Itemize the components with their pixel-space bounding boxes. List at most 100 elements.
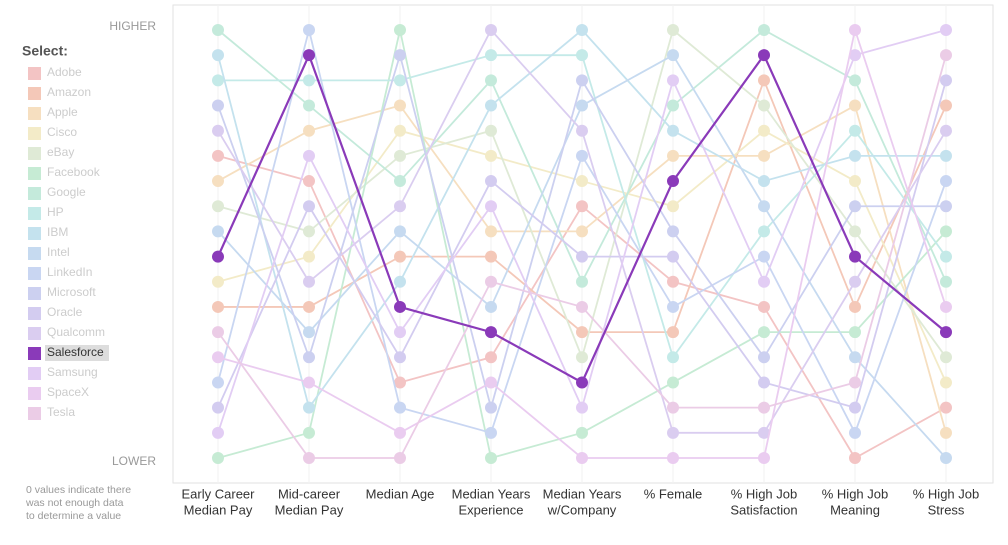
x-axis-label: Experience <box>458 502 523 517</box>
point <box>394 401 406 414</box>
note: 0 values indicate there <box>26 484 131 496</box>
point <box>485 99 497 112</box>
legend-item[interactable]: eBay <box>47 145 74 159</box>
legend-item[interactable]: HP <box>47 205 64 219</box>
point <box>940 49 952 62</box>
point <box>940 149 952 162</box>
legend-item[interactable]: Facebook <box>47 165 101 179</box>
legend-item[interactable]: Salesforce <box>47 345 104 359</box>
legend-item[interactable]: Amazon <box>47 85 91 99</box>
legend-swatch[interactable] <box>28 147 41 160</box>
point <box>303 452 315 464</box>
point <box>576 426 588 439</box>
point <box>940 250 952 263</box>
x-axis-label: Median Pay <box>275 502 344 517</box>
point <box>849 124 861 137</box>
point <box>212 250 224 263</box>
legend-item[interactable]: IBM <box>47 225 68 239</box>
legend-item[interactable]: Tesla <box>47 405 75 419</box>
legend-swatch[interactable] <box>28 367 41 380</box>
point <box>212 275 224 288</box>
legend-swatch[interactable] <box>28 167 41 180</box>
point <box>758 24 770 36</box>
point <box>212 326 224 339</box>
x-axis-label: Median Pay <box>184 502 253 517</box>
legend-swatch[interactable] <box>28 87 41 100</box>
legend-highlight <box>45 345 109 361</box>
legend-swatch[interactable] <box>28 187 41 200</box>
point <box>667 250 679 263</box>
legend-swatch[interactable] <box>28 127 41 140</box>
point <box>940 200 952 213</box>
point <box>485 275 497 288</box>
point <box>576 401 588 414</box>
point <box>394 149 406 162</box>
legend-item[interactable]: Google <box>47 185 86 199</box>
point <box>849 401 861 414</box>
point <box>212 452 224 464</box>
legend-swatch[interactable] <box>28 407 41 420</box>
point <box>940 74 952 87</box>
legend-item[interactable]: Apple <box>47 105 78 119</box>
point <box>394 376 406 389</box>
point <box>667 376 679 389</box>
legend-swatch[interactable] <box>28 67 41 80</box>
point <box>849 74 861 87</box>
point <box>940 175 952 188</box>
point <box>485 351 497 364</box>
legend-item[interactable]: Samsung <box>47 365 98 379</box>
legend-swatch[interactable] <box>28 267 41 280</box>
x-axis-label: Meaning <box>830 502 880 517</box>
point <box>394 452 406 464</box>
legend-swatch[interactable] <box>28 207 41 220</box>
point <box>758 326 770 339</box>
point <box>303 74 315 87</box>
point <box>576 275 588 288</box>
point <box>485 149 497 162</box>
point <box>485 300 497 313</box>
legend-item[interactable]: Intel <box>47 245 70 259</box>
x-axis-label: Satisfaction <box>730 502 797 517</box>
point <box>303 351 315 364</box>
point <box>212 351 224 364</box>
point <box>303 99 315 112</box>
point <box>576 99 588 112</box>
legend-swatch[interactable] <box>28 387 41 400</box>
point <box>940 275 952 288</box>
point <box>576 225 588 238</box>
point <box>303 124 315 137</box>
legend-item[interactable]: Oracle <box>47 305 83 319</box>
point <box>394 225 406 238</box>
legend-swatch[interactable] <box>28 227 41 240</box>
legend-swatch[interactable] <box>28 347 41 360</box>
point <box>212 149 224 162</box>
legend-swatch[interactable] <box>28 327 41 340</box>
legend-item[interactable]: Qualcomm <box>47 325 105 339</box>
legend-item[interactable]: Microsoft <box>47 285 96 299</box>
point <box>212 376 224 389</box>
point <box>303 250 315 263</box>
legend-swatch[interactable] <box>28 107 41 120</box>
point <box>485 225 497 238</box>
point <box>576 24 588 36</box>
x-axis-label: Median Years <box>543 486 622 501</box>
legend-title: Select: <box>22 43 68 59</box>
legend-swatch[interactable] <box>28 247 41 260</box>
point <box>849 175 861 188</box>
point <box>667 149 679 162</box>
point <box>303 225 315 238</box>
legend-swatch[interactable] <box>28 287 41 300</box>
legend-item[interactable]: Adobe <box>47 65 82 79</box>
point <box>485 250 497 263</box>
legend-swatch[interactable] <box>28 307 41 320</box>
legend-item[interactable]: LinkedIn <box>47 265 92 279</box>
point <box>849 24 861 36</box>
point <box>667 351 679 364</box>
point <box>212 225 224 238</box>
x-axis-label: Stress <box>928 502 965 517</box>
point <box>303 175 315 188</box>
legend-item[interactable]: Cisco <box>47 125 77 139</box>
point <box>667 225 679 238</box>
legend-item[interactable]: SpaceX <box>47 385 89 399</box>
